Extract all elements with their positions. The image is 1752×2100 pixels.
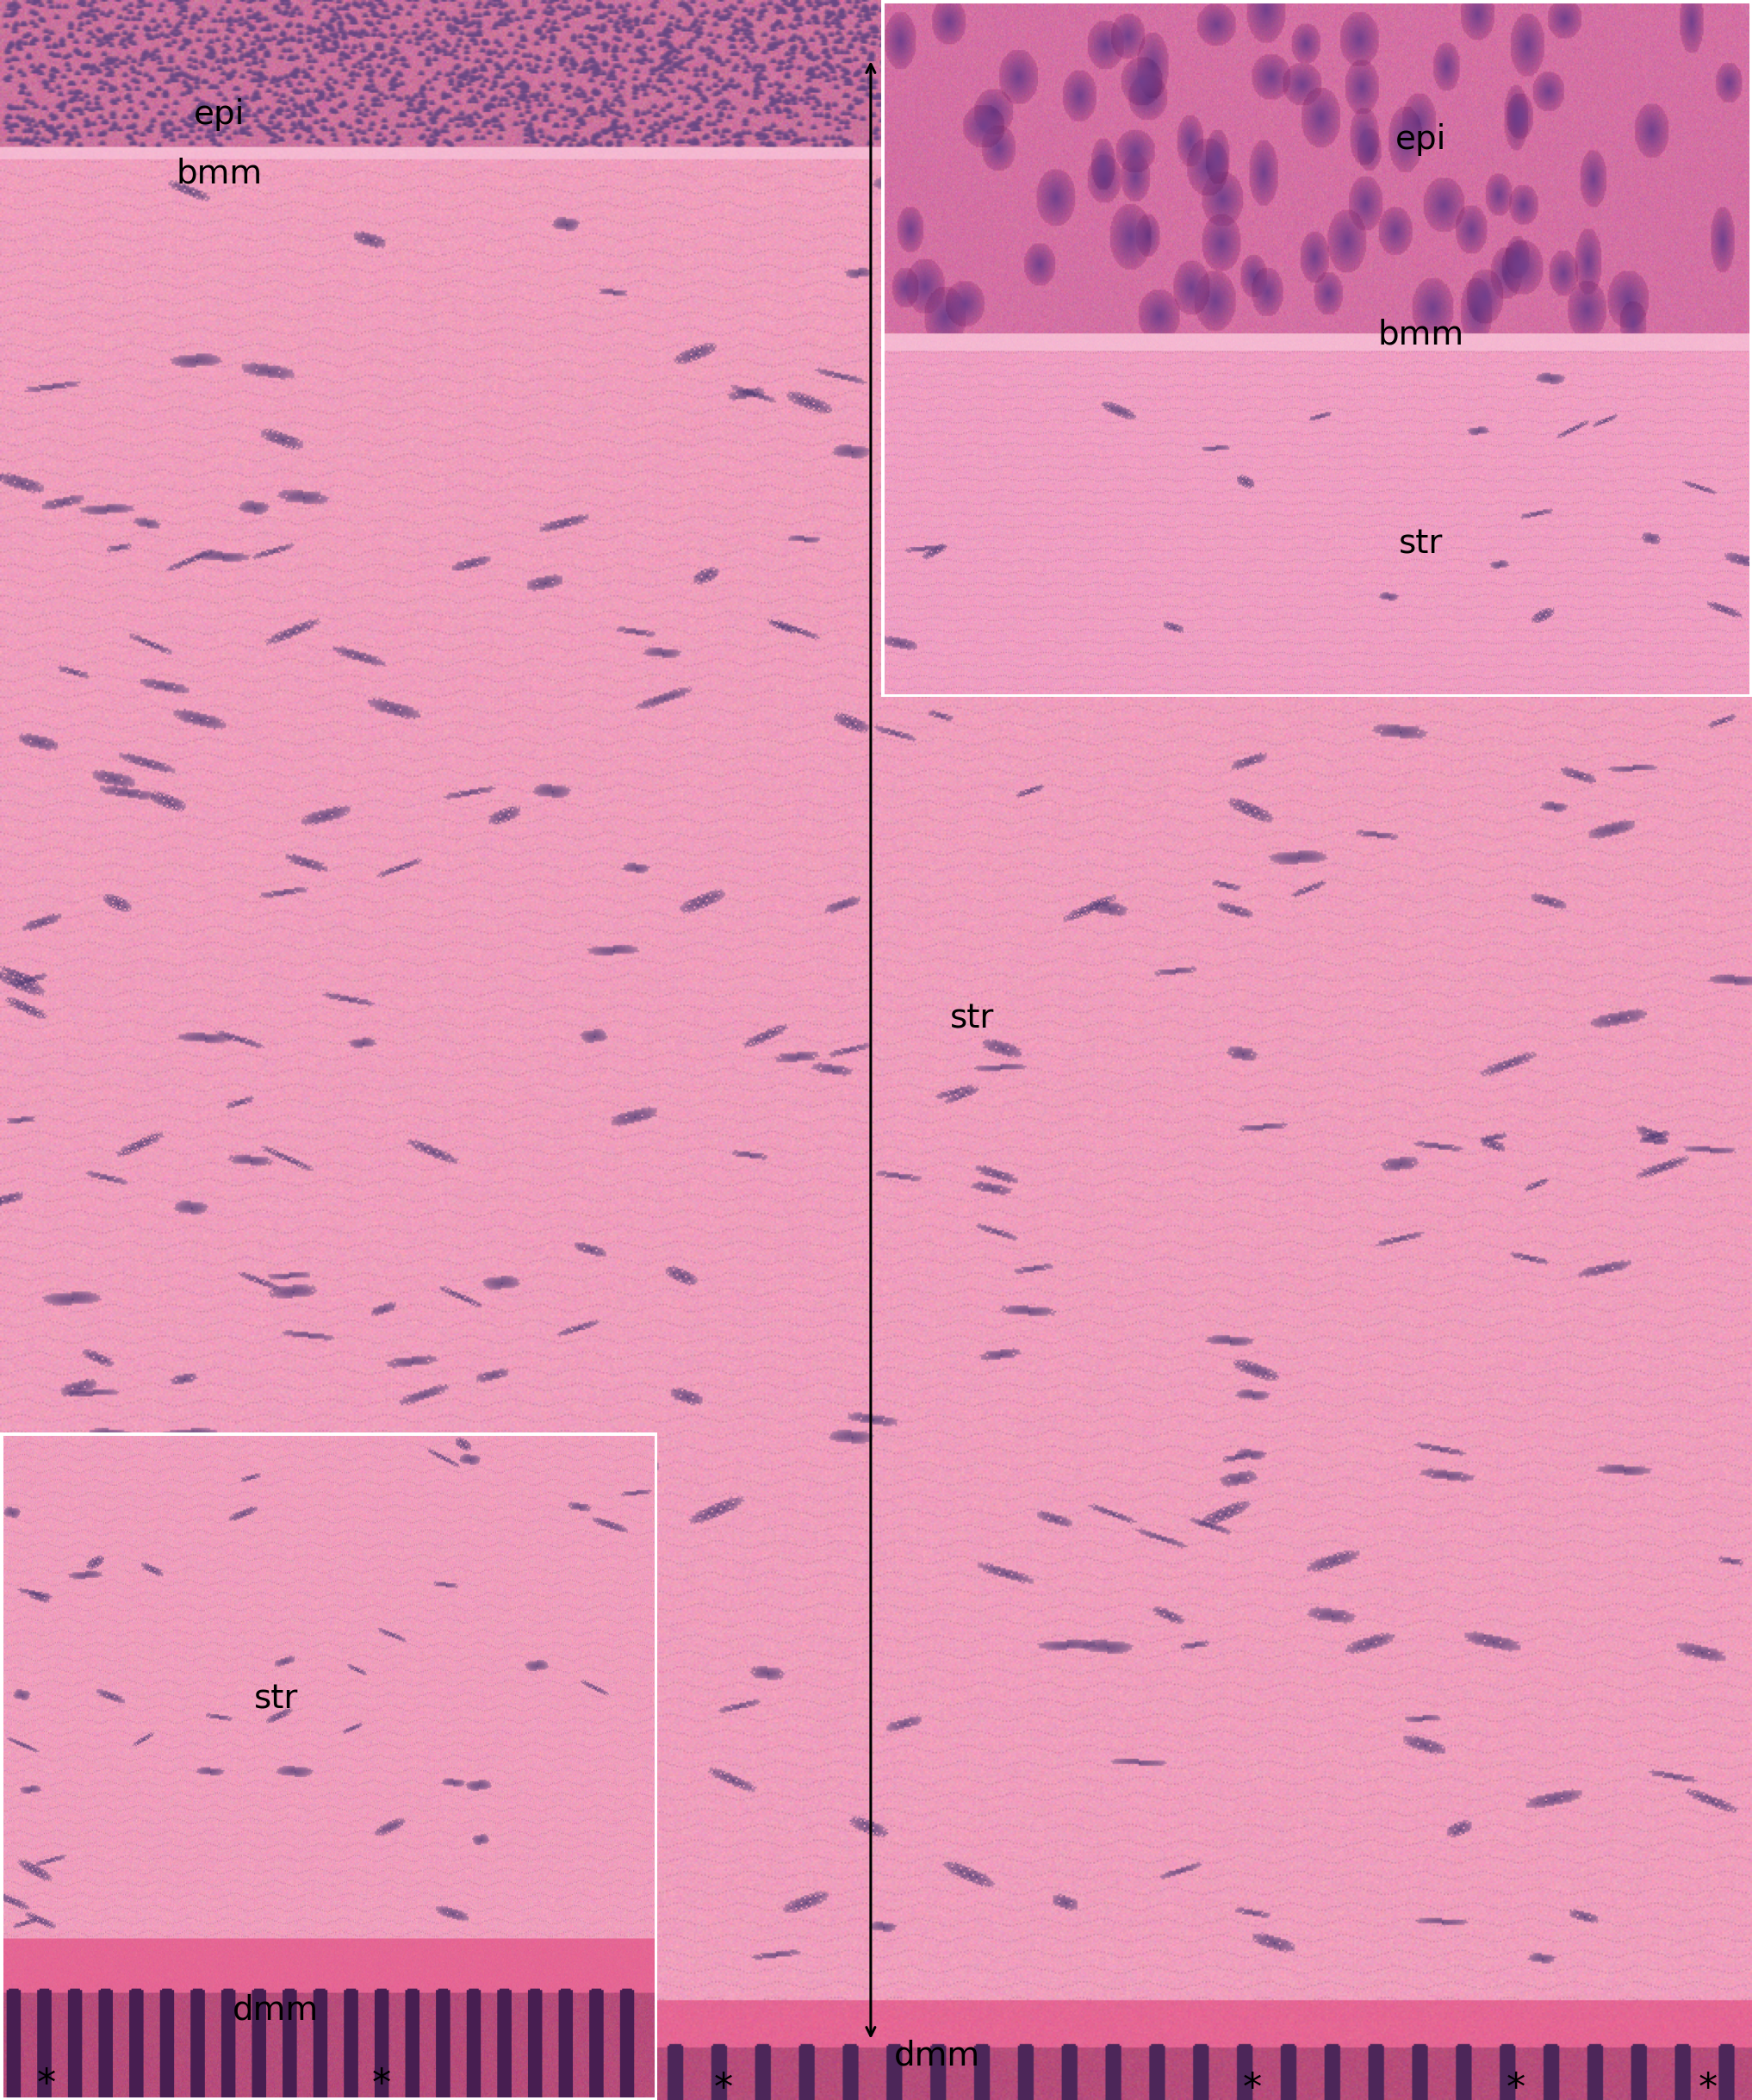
Text: str: str <box>950 1002 995 1035</box>
Text: bmm: bmm <box>1379 319 1465 351</box>
Text: *: * <box>1244 2071 1261 2100</box>
Text: dmm: dmm <box>233 1993 319 2026</box>
Text: epi: epi <box>193 99 245 130</box>
Text: *: * <box>1507 2071 1524 2100</box>
Text: *: * <box>371 2066 391 2100</box>
Text: bmm: bmm <box>175 158 263 189</box>
Text: *: * <box>1699 2071 1717 2100</box>
Text: *: * <box>715 2071 732 2100</box>
Text: dmm: dmm <box>894 2039 981 2073</box>
Text: str: str <box>254 1682 298 1716</box>
Text: *: * <box>37 2066 56 2100</box>
Text: epi: epi <box>1396 124 1447 155</box>
Text: str: str <box>1400 527 1444 561</box>
